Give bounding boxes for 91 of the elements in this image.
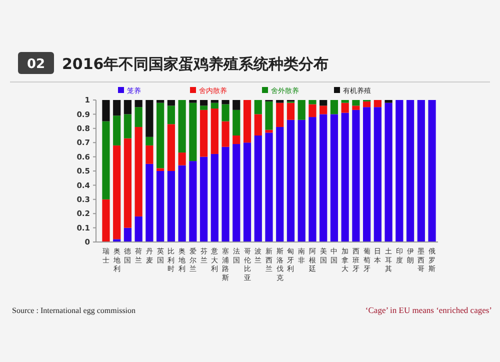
bar: [189, 102, 197, 162]
bar: [124, 228, 132, 242]
bar: [286, 120, 295, 242]
bar: [265, 101, 273, 130]
bar: [134, 216, 142, 242]
bar: [210, 154, 218, 242]
bar: [222, 121, 230, 147]
bar: [200, 100, 208, 106]
bar: [156, 168, 164, 171]
bar: [210, 100, 218, 103]
chart-title: 2016年不同国家蛋鸡养殖系统种类分布: [62, 55, 329, 73]
bar: [254, 100, 262, 114]
bar: [134, 107, 142, 127]
text: ‘Cage’ in EU means ‘enriched cages’: [365, 305, 492, 315]
bar: [363, 107, 371, 242]
bar: [243, 100, 252, 143]
text: 02: [26, 57, 46, 72]
bar: [178, 100, 186, 153]
bar: [341, 100, 349, 103]
bar: [102, 100, 110, 122]
bar: [384, 100, 392, 103]
bar: [428, 100, 436, 242]
bar: [352, 110, 360, 242]
bar: [330, 100, 338, 114]
bar: [124, 114, 132, 138]
bar: [396, 100, 404, 242]
bar: [341, 102, 349, 113]
bar: [243, 142, 252, 242]
bar: [384, 102, 392, 242]
bar: [222, 100, 230, 104]
bar: [222, 146, 230, 242]
bar: [146, 145, 154, 164]
bar: [265, 132, 273, 242]
bar: [200, 156, 208, 242]
bar: [330, 114, 338, 242]
bar: [113, 116, 121, 146]
bar: [200, 110, 208, 157]
bar: [156, 100, 164, 103]
bar: [189, 100, 197, 103]
bar: [320, 114, 328, 242]
bar: [146, 164, 154, 242]
bar: [341, 112, 349, 242]
bar: [124, 138, 132, 228]
bar: [232, 136, 240, 144]
bar: [222, 104, 230, 122]
bar: [276, 126, 284, 242]
bar: [200, 106, 208, 110]
bar: [417, 100, 425, 242]
bar: [134, 126, 142, 216]
bar: [167, 171, 175, 242]
bar: [308, 104, 316, 118]
bar: [374, 100, 382, 108]
bar: [167, 106, 175, 124]
bar: [210, 102, 218, 109]
source-note: Source : International egg commission: [12, 306, 136, 315]
bar: [178, 165, 186, 242]
bar: [320, 106, 328, 114]
bar: [298, 100, 306, 120]
bar: [406, 100, 414, 242]
bar: [352, 100, 360, 106]
bar: [363, 101, 371, 108]
bar: [276, 100, 284, 103]
bar: [254, 136, 262, 242]
bar: [254, 114, 262, 136]
bar: [189, 161, 197, 242]
bar: [298, 120, 306, 242]
bar: [320, 100, 328, 106]
bar: [232, 144, 240, 242]
bar: [276, 102, 284, 127]
bar: [374, 107, 382, 242]
bar: [134, 100, 142, 108]
bar: [102, 121, 110, 200]
bar: [210, 108, 218, 154]
bar: [178, 152, 186, 166]
bar: [156, 171, 164, 242]
bar: [265, 130, 273, 133]
bar: [232, 100, 240, 110]
bar: [102, 199, 110, 242]
bar: [156, 102, 164, 168]
bar: [113, 145, 121, 240]
bar: [113, 100, 121, 116]
bar: [146, 100, 154, 137]
bar: [352, 106, 360, 110]
bar: [167, 124, 175, 171]
bar: [232, 110, 240, 136]
bar: [124, 100, 132, 114]
bar: [286, 102, 295, 120]
bar: [146, 136, 154, 146]
bar: [308, 117, 316, 242]
bar: [167, 100, 175, 106]
bar: [308, 100, 316, 104]
